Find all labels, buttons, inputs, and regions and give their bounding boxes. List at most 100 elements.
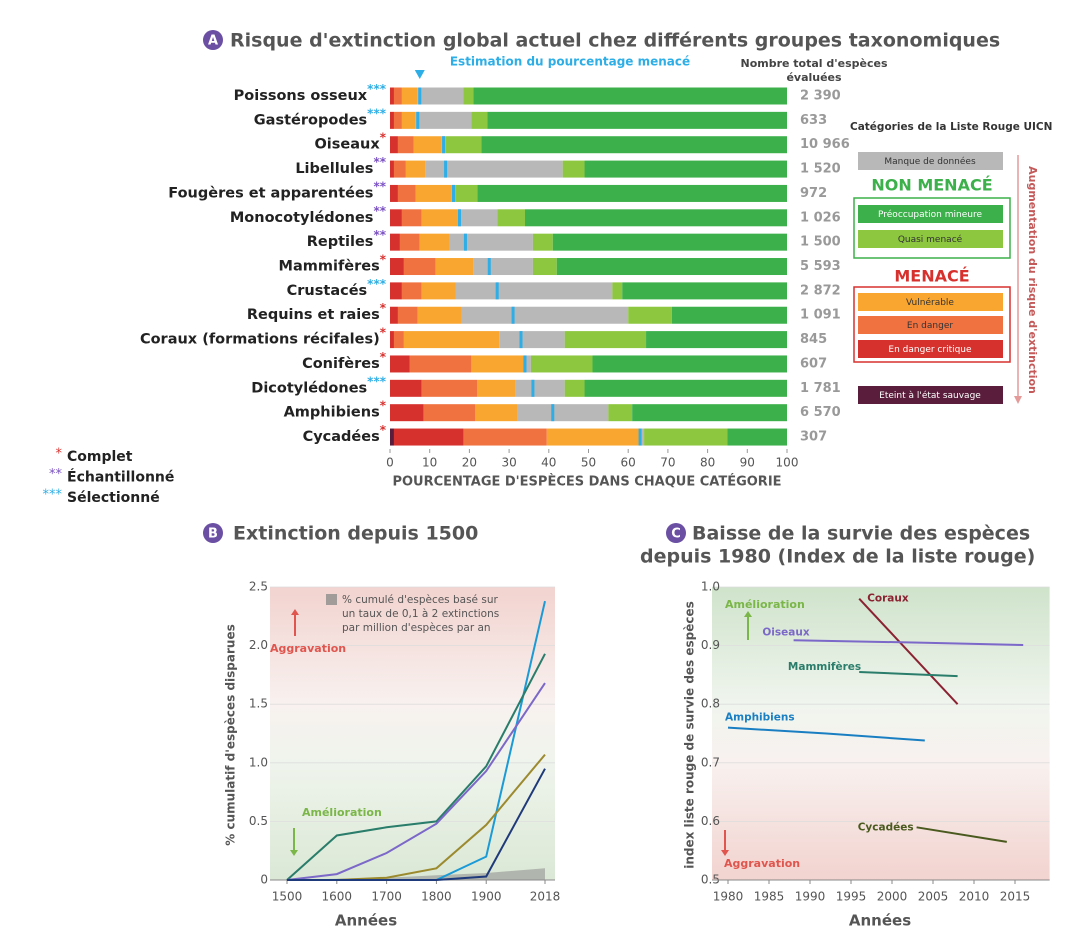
category-name: Conifères	[302, 356, 380, 372]
bar-segment	[622, 282, 787, 300]
x-tick-label: 100	[776, 456, 799, 470]
assessment-symbol: ***	[43, 488, 63, 503]
total-count: 1 091	[800, 308, 841, 323]
x-tick-label: 30	[501, 456, 516, 470]
bar-segment	[455, 184, 478, 202]
bar-segment	[390, 160, 394, 178]
bar-segment	[445, 136, 482, 154]
bar-segment	[405, 160, 426, 178]
x-tick-label: 40	[541, 456, 556, 470]
threat-marker	[457, 209, 461, 227]
bar-segment	[584, 379, 787, 397]
marker-title: Estimation du pourcentage menacé	[450, 55, 690, 69]
category-name: Gastéropodes	[254, 112, 367, 128]
assessment-stars: ***	[367, 106, 387, 120]
bar-segment	[532, 258, 557, 276]
y-tick-label: 0.6	[701, 814, 720, 828]
category-name: Cycadées	[303, 429, 380, 445]
bar-segment	[556, 258, 787, 276]
band-label: par million d'espèces par an	[342, 622, 491, 634]
series-label: Oiseaux	[762, 626, 809, 638]
annotation: Amélioration	[725, 598, 805, 611]
category-label: Requins et raies*	[247, 301, 387, 324]
series-line	[727, 726, 925, 742]
category-label: Amphibiens*	[284, 398, 387, 421]
x-axis-label: POURCENTAGE D'ESPÈCES DANS CHAQUE CATÉGO…	[392, 474, 781, 490]
total-count: 972	[800, 186, 827, 201]
bar-segment	[477, 379, 516, 397]
bar-segment	[584, 160, 787, 178]
legend-label: Eteint à l'état sauvage	[879, 390, 981, 401]
category-label: Poissons osseux***	[234, 82, 387, 105]
x-tick-label: 50	[581, 456, 596, 470]
x-tick-label: 1980	[713, 890, 744, 904]
bar-segment	[524, 209, 787, 227]
bar-segment	[421, 379, 478, 397]
legend-swatch	[858, 316, 1003, 334]
total-count: 6 570	[800, 405, 841, 420]
assessment-label: Sélectionné	[67, 490, 160, 506]
badge-circle	[203, 30, 223, 50]
assessment-stars: *	[380, 349, 387, 363]
x-tick-label: 90	[740, 456, 755, 470]
total-count: 2 872	[800, 283, 841, 298]
threat-marker	[551, 404, 555, 422]
bar-segment	[397, 136, 414, 154]
bar-segment	[421, 282, 456, 300]
x-tick-label: 1900	[471, 890, 502, 904]
bar-segment	[393, 111, 402, 129]
total-count: 1 520	[800, 162, 841, 177]
category-label: Conifères*	[302, 349, 387, 372]
bar-segment	[403, 258, 436, 276]
risk-arrow-head	[1014, 396, 1022, 404]
x-tick-label: 1990	[795, 890, 826, 904]
bar-segment	[497, 209, 525, 227]
category-name: Fougères et apparentées	[168, 185, 373, 201]
category-label: Crustacés***	[287, 276, 387, 299]
threat-marker	[638, 428, 642, 446]
badge-letter: B	[208, 527, 218, 542]
x-tick-label: 1995	[836, 890, 867, 904]
bar-segment	[449, 233, 533, 251]
band-label: % cumulé d'espèces basé sur	[342, 594, 498, 606]
assessment-stars: *	[380, 423, 387, 437]
badge-letter: A	[208, 34, 218, 49]
bar-segment	[401, 111, 416, 129]
assessment-label: Complet	[67, 449, 133, 465]
bar-segment	[471, 111, 488, 129]
category-label: Oiseaux*	[314, 130, 386, 153]
y-axis-label: % cumulatif d'espèces disparues	[224, 624, 238, 845]
bar-segment	[499, 331, 565, 349]
badge-circle	[666, 523, 686, 543]
annotation-arrow-head	[291, 609, 299, 615]
marker-pointer	[414, 70, 425, 79]
bar-segment	[628, 306, 672, 324]
bar-segment	[401, 209, 422, 227]
series-line	[286, 653, 546, 881]
bar-segment	[646, 331, 787, 349]
total-count: 5 593	[800, 259, 841, 274]
threat-marker	[511, 306, 515, 324]
legend-label: En danger	[907, 321, 953, 331]
total-count: 607	[800, 356, 827, 371]
total-count: 1 500	[800, 235, 841, 250]
bar-segment	[592, 355, 787, 373]
series-line	[287, 768, 546, 881]
bar-segment	[390, 87, 394, 105]
x-tick-label: 1600	[322, 890, 353, 904]
category-name: Coraux (formations récifales)	[140, 332, 380, 348]
bar-segment	[390, 331, 394, 349]
bar-segment	[390, 355, 410, 373]
x-axis-label: Années	[849, 912, 911, 930]
plot-background	[270, 587, 555, 880]
y-tick-label: 1.0	[249, 755, 268, 769]
total-count: 307	[800, 430, 827, 445]
x-tick-label: 1800	[421, 890, 452, 904]
band-label: un taux de 0,1 à 2 extinctions	[342, 608, 499, 620]
x-tick-label: 2018	[530, 890, 561, 904]
y-tick-label: 0	[260, 873, 268, 887]
series-line	[859, 671, 958, 678]
category-label: Dicotylédones***	[251, 374, 386, 397]
category-label: Libellules**	[295, 155, 386, 178]
y-tick-label: 0.9	[701, 638, 720, 652]
